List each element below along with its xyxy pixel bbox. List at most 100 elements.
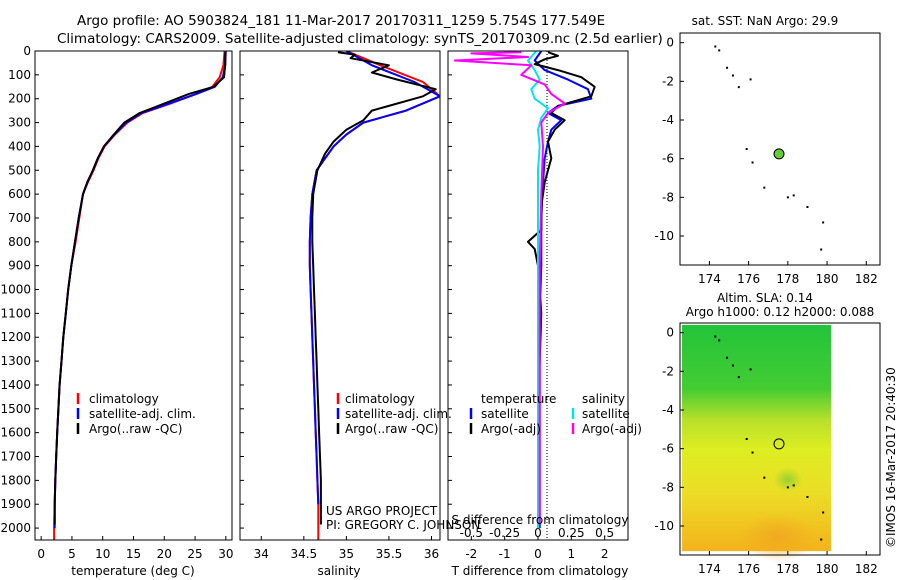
sla-field [681, 324, 831, 552]
ytick-label: 1600 [0, 426, 31, 440]
track-point [714, 335, 717, 338]
xtick-label: 178 [776, 562, 799, 576]
legend-label: climatology [345, 392, 415, 406]
s-xtick-label: 0.25 [558, 526, 585, 540]
salinity-panel: 34 34.5 35 35.5 36 salinity climatology sate… [239, 50, 480, 578]
s-xtick-label: 0 [534, 526, 542, 540]
ytick-label: -2 [662, 74, 674, 88]
sla-heatmap [681, 324, 831, 562]
s-difference-xlabel: S difference from climatology [452, 513, 629, 527]
argo-position-marker [773, 438, 785, 450]
xtick-label: 10 [95, 547, 110, 561]
track-point [718, 339, 721, 342]
series-line-satellite-adj-clim- [308, 51, 440, 505]
track-point [792, 194, 795, 197]
series-line-argo-raw-qc- [311, 51, 437, 525]
xtick-label: 180 [816, 272, 839, 286]
series-line-argo-raw-qc- [53, 52, 227, 525]
ytick-label: 1700 [0, 450, 31, 464]
track-point [749, 368, 752, 371]
s-xtick-label: -0.25 [489, 526, 520, 540]
s-xtick-label: 0.5 [595, 526, 614, 540]
xtick-label: -1 [499, 547, 511, 561]
legend-label: satellite [481, 407, 529, 421]
temperature-panel: 0100200300400500600700800900100011001200… [0, 44, 233, 578]
temperature-legend: climatology satellite-adj. clim. Argo(..… [76, 392, 196, 436]
ytick-label: 0 [23, 44, 31, 58]
track-map-positions [714, 45, 825, 251]
legend-label: Argo(..raw -QC) [345, 422, 438, 436]
track-point [822, 511, 825, 514]
sla-map-positions [714, 335, 825, 541]
ytick-label: 100 [8, 68, 31, 82]
figure-title-line2: Climatology: CARS2009. Satellite-adjuste… [57, 31, 663, 47]
sla-map-title-line1: Altim. SLA: 0.14 [717, 291, 813, 305]
track-point [745, 148, 748, 150]
salinity-xlabel: salinity [317, 564, 360, 578]
track-point [751, 161, 754, 164]
salinity-axes-frame [239, 50, 441, 541]
xtick-label: -2 [465, 547, 477, 561]
track-point [731, 74, 734, 77]
difference-legend-salinity: salinity satellite Argo(-adj) [571, 392, 642, 436]
xtick-label: 2 [601, 547, 609, 561]
xtick-label: 182 [855, 272, 878, 286]
ytick-label: -4 [662, 403, 674, 417]
xtick-label: 36 [424, 547, 439, 561]
ytick-label: -10 [654, 519, 674, 533]
sla-map-panel: Altim. SLA: 0.14 Argo h1000: 0.12 h2000:… [654, 291, 881, 576]
salinity-xticks: 34 34.5 35 35.5 36 [254, 536, 439, 561]
track-point [726, 66, 729, 69]
difference-series [453, 51, 596, 529]
temperature-yticks: 0 100 200 300 400 500 600 700 800 900 1000 1100 1200… [0, 44, 39, 535]
legend-label: satellite-adj. clim. [89, 407, 196, 421]
ytick-label: 1100 [0, 306, 31, 320]
ytick-label: 800 [8, 235, 31, 249]
temperature-xlabel: temperature (deg C) [71, 564, 194, 578]
ytick-label: 400 [8, 139, 31, 153]
track-point [806, 206, 809, 208]
track-point [806, 496, 809, 498]
ytick-label: 600 [8, 187, 31, 201]
track-point [820, 538, 823, 541]
temperature-series [53, 51, 227, 540]
legend-label: climatology [89, 392, 159, 406]
s-xtick-label: -0.5 [460, 526, 483, 540]
figure-title-line1: Argo profile: AO 5903824_181 11-Mar-2017… [77, 13, 605, 29]
ytick-label: -6 [662, 442, 674, 456]
ytick-label: 1200 [0, 330, 31, 344]
xtick-label: 178 [776, 272, 799, 286]
xtick-label: 0 [534, 547, 542, 561]
salinity-yticks [240, 50, 244, 529]
legend-title: temperature [481, 392, 556, 406]
legend-label: Argo(..raw -QC) [89, 422, 182, 436]
series-line-climatology [53, 51, 226, 540]
ytick-label: 500 [8, 163, 31, 177]
ytick-label: -4 [662, 113, 674, 127]
track-point [792, 484, 795, 487]
xtick-label: 34 [254, 547, 269, 561]
sla-field-patch [773, 467, 802, 492]
credit-project: US ARGO PROJECT [326, 504, 438, 518]
ytick-label: 1500 [0, 402, 31, 416]
xtick-label: 20 [157, 547, 172, 561]
argo-position-marker [773, 148, 785, 160]
track-point [763, 186, 766, 189]
legend-label: satellite-adj. clim. [345, 407, 452, 421]
track-point [786, 486, 789, 489]
track-point [737, 86, 740, 89]
sla-map-title-line2: Argo h1000: 0.12 h2000: 0.088 [686, 305, 875, 319]
track-point [822, 221, 825, 224]
xtick-label: 176 [737, 272, 760, 286]
ytick-label: 1900 [0, 497, 31, 511]
xtick-label: 35 [339, 547, 354, 561]
ytick-label: -2 [662, 364, 674, 378]
ytick-label: 900 [8, 259, 31, 273]
series-line-s-satellite [527, 51, 549, 529]
xtick-label: 34.5 [290, 547, 317, 561]
t-difference-xlabel: T difference from climatology [451, 564, 629, 578]
track-map-frame [679, 32, 881, 266]
xtick-label: 1 [568, 547, 576, 561]
track-point [718, 49, 721, 52]
credit-pi: PI: GREGORY C. JOHNSON [326, 518, 480, 532]
